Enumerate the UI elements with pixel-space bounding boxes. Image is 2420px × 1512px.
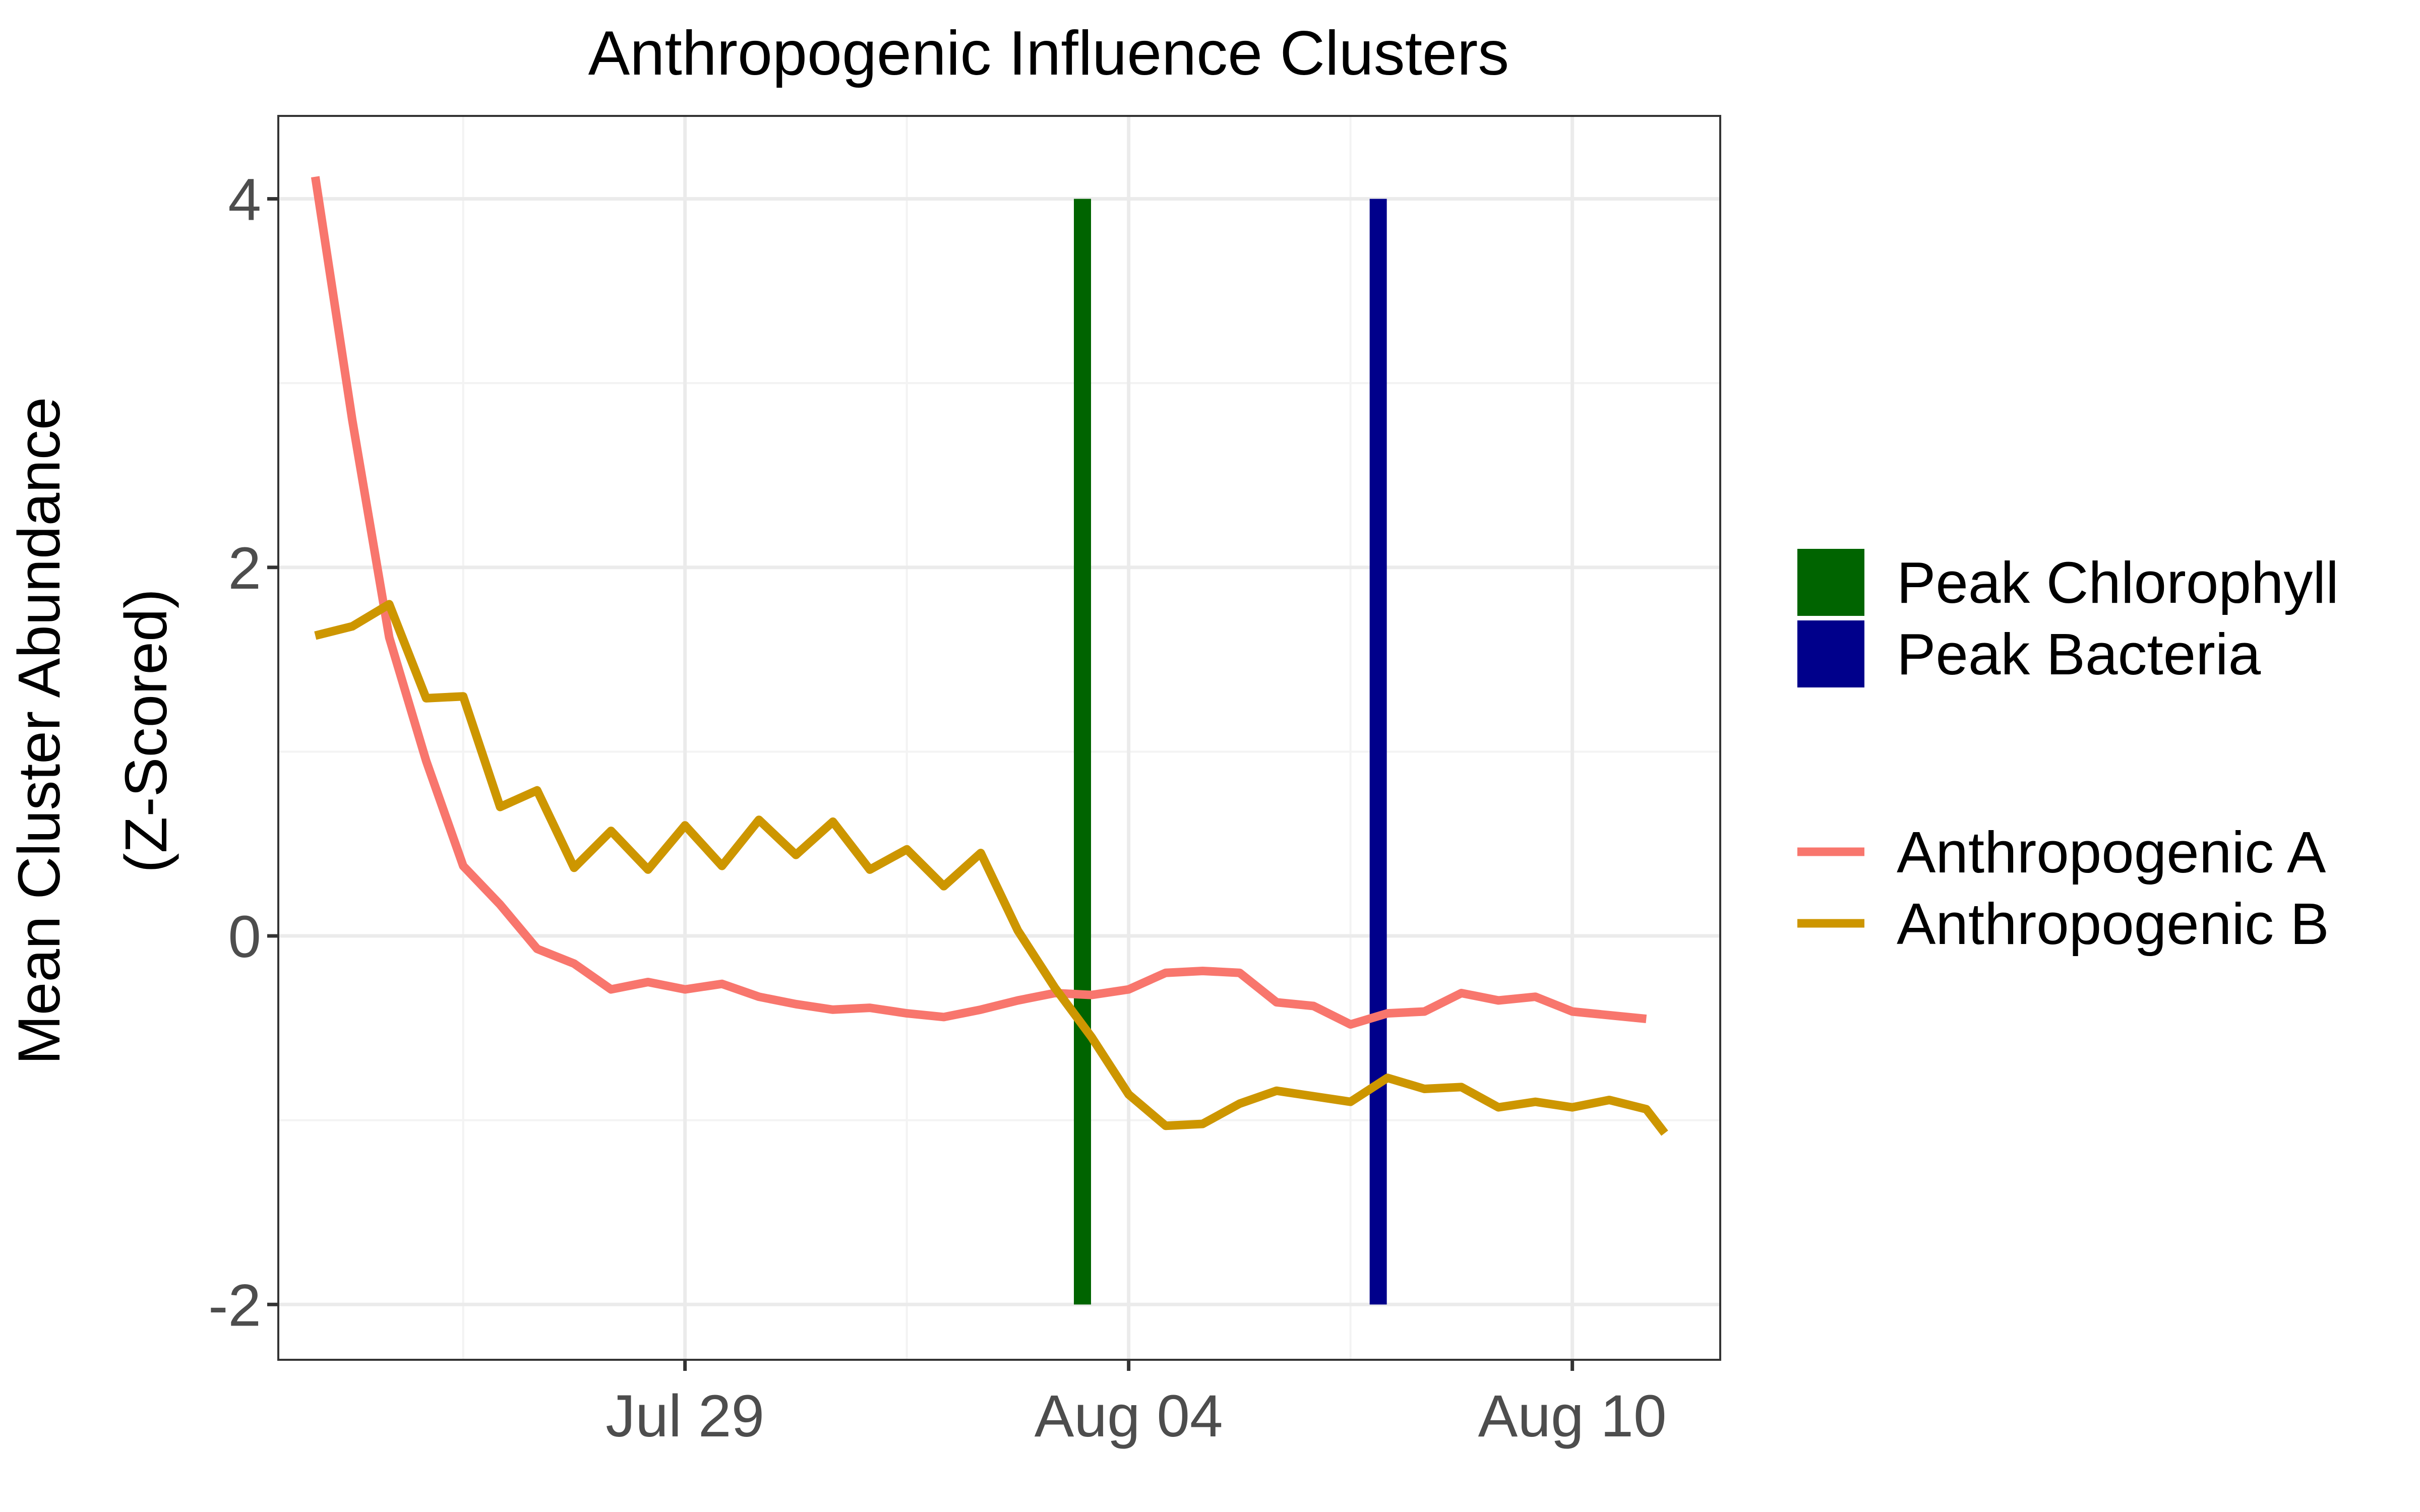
panel-background (278, 116, 1720, 1360)
legend-key-peak-chlorophyll (1797, 549, 1864, 616)
y-tick-label: 0 (228, 904, 261, 970)
legend-label-peak-bacteria: Peak Bacteria (1897, 621, 2261, 687)
y-tick-label: 2 (228, 535, 261, 602)
x-tick-label: Jul 29 (606, 1383, 764, 1450)
x-tick-label: Aug 04 (1035, 1383, 1223, 1450)
plot-area: 4 2 0 -2 Jul 29 Aug 04 Aug 10 (208, 115, 1721, 1450)
y-tick-label: 4 (228, 167, 261, 233)
y-axis-title-line-2: (Z-Scored) (113, 589, 179, 873)
vline-peak-chlorophyll (1074, 199, 1091, 1305)
vline-peak-bacteria (1369, 199, 1387, 1305)
y-axis-title-line-1: Mean Cluster Abundance (6, 397, 73, 1064)
y-axis-title: Mean Cluster Abundance (Z-Scored) (6, 397, 179, 1064)
panel-border (277, 115, 1721, 1361)
legend-key-peak-bacteria (1797, 620, 1864, 687)
x-tick-label: Aug 10 (1478, 1383, 1667, 1450)
legend-label-anthropogenic-b: Anthropogenic B (1897, 891, 2329, 957)
legend-label-peak-chlorophyll: Peak Chlorophyll (1897, 550, 2339, 615)
series-line-anthropogenic-a (311, 176, 1647, 1029)
y-tick-label: -2 (208, 1272, 261, 1339)
series-line-anthropogenic-b (314, 600, 1668, 1136)
legend-label-anthropogenic-a: Anthropogenic A (1897, 820, 2326, 885)
chart-title: Anthropogenic Influence Clusters (588, 19, 1509, 88)
